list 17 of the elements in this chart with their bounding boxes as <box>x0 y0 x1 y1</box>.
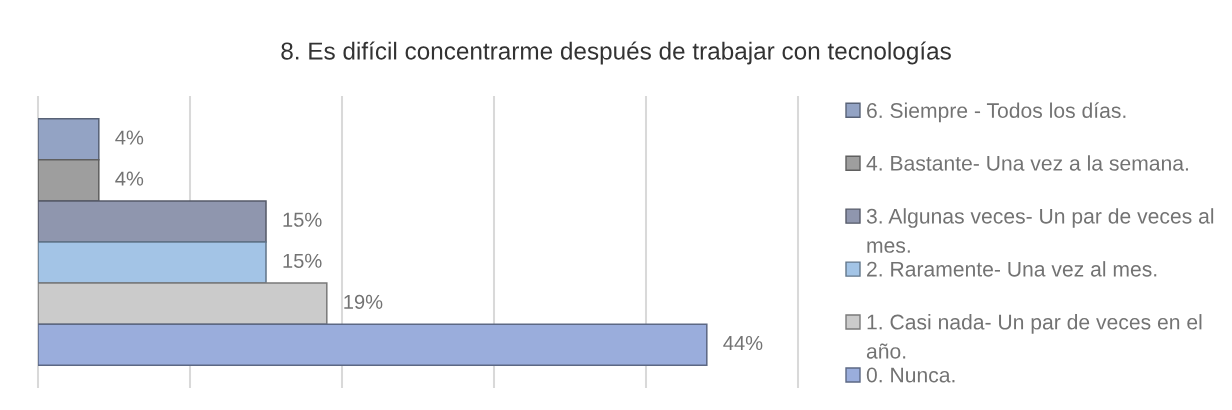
legend-label: 2. Raramente- Una vez al mes. <box>867 261 1157 277</box>
bar <box>38 241 267 284</box>
bar <box>38 323 708 367</box>
data-label: 44% <box>723 335 763 351</box>
legend-label: 4. Bastante- Una vez a la semana. <box>866 155 1188 171</box>
data-label: 4% <box>115 130 144 145</box>
legend-label: 3. Algunas veces- Un par de veces al mes. <box>866 208 1214 253</box>
bar <box>38 117 100 161</box>
legend-label: 0. Nunca. <box>866 367 955 383</box>
data-label: 15% <box>283 253 322 268</box>
data-label: 19% <box>344 294 383 310</box>
data-label: 4% <box>115 171 144 186</box>
bar <box>38 282 328 325</box>
chart-title: 8. Es difícil concentrarme después de trabajar con tecnologías <box>281 41 951 65</box>
data-label: 15% <box>283 212 322 227</box>
legend-label: 1. Casi nada- Un par de veces en el año. <box>866 314 1202 359</box>
legend-label: 6. Siempre - Todos los días. <box>867 102 1126 123</box>
